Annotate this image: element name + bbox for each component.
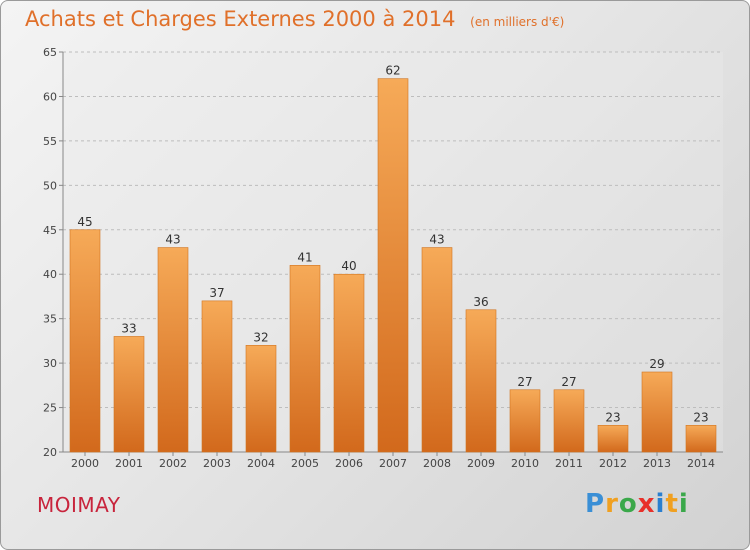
y-tick-label: 60 [43, 90, 57, 103]
x-tick-label-2012: 2012 [599, 457, 627, 470]
value-label-2014: 23 [693, 410, 708, 424]
logo-letter: t [665, 489, 679, 519]
logo-letter: i [678, 489, 689, 519]
x-tick-label-2007: 2007 [379, 457, 407, 470]
x-tick-label-2014: 2014 [687, 457, 715, 470]
y-tick-label: 65 [43, 46, 57, 59]
bar-2005 [289, 265, 321, 453]
value-label-2002: 43 [165, 233, 180, 247]
bar-2006 [333, 273, 365, 453]
bar-2008 [421, 247, 453, 453]
x-tick-label-2005: 2005 [291, 457, 319, 470]
bar-2012 [597, 425, 629, 453]
y-tick-label: 30 [43, 357, 57, 370]
bar-2000 [69, 229, 101, 453]
x-tick-label-2000: 2000 [71, 457, 99, 470]
value-label-2001: 33 [121, 321, 136, 335]
x-tick-label-2006: 2006 [335, 457, 363, 470]
value-label-2007: 62 [385, 64, 400, 78]
y-tick-label: 55 [43, 135, 57, 148]
y-tick-label: 25 [43, 402, 57, 415]
logo-letter: x [637, 489, 656, 519]
value-label-2012: 23 [605, 410, 620, 424]
bar-2014 [685, 425, 717, 453]
y-tick-label: 35 [43, 313, 57, 326]
bar-2011 [553, 389, 585, 453]
value-label-2000: 45 [77, 215, 92, 229]
bar-2001 [113, 336, 145, 453]
x-tick-label-2008: 2008 [423, 457, 451, 470]
proxiti-logo: Proxiti [585, 489, 689, 519]
value-label-2010: 27 [517, 375, 532, 389]
bar-2004 [245, 345, 277, 453]
bar-2010 [509, 389, 541, 453]
bar-2013 [641, 371, 673, 453]
value-label-2011: 27 [561, 375, 576, 389]
chart-title-text: Achats et Charges Externes 2000 à 2014 [25, 7, 456, 31]
value-label-2003: 37 [209, 286, 224, 300]
value-label-2008: 43 [429, 233, 444, 247]
x-tick-label-2010: 2010 [511, 457, 539, 470]
y-tick-label: 40 [43, 268, 57, 281]
x-tick-label-2003: 2003 [203, 457, 231, 470]
x-tick-label-2004: 2004 [247, 457, 275, 470]
value-label-2009: 36 [473, 295, 488, 309]
x-tick-label-2002: 2002 [159, 457, 187, 470]
value-label-2004: 32 [253, 330, 268, 344]
commune-name: MOIMAY [37, 493, 121, 517]
chart-title: Achats et Charges Externes 2000 à 2014 (… [25, 7, 564, 31]
value-label-2005: 41 [297, 250, 312, 264]
x-tick-label-2009: 2009 [467, 457, 495, 470]
bar-2007 [377, 78, 409, 453]
y-tick-label: 45 [43, 224, 57, 237]
logo-letter: P [585, 489, 606, 519]
y-tick-label: 20 [43, 446, 57, 459]
logo-letter: o [618, 489, 638, 519]
bar-2009 [465, 309, 497, 453]
logo-letter: r [605, 489, 619, 519]
logo-letter: i [655, 489, 666, 519]
value-label-2013: 29 [649, 357, 664, 371]
bar-2002 [157, 247, 189, 453]
y-tick-label: 50 [43, 179, 57, 192]
x-tick-label-2011: 2011 [555, 457, 583, 470]
x-tick-label-2001: 2001 [115, 457, 143, 470]
x-tick-label-2013: 2013 [643, 457, 671, 470]
chart-subtitle: (en milliers d'€) [470, 15, 565, 29]
value-label-2006: 40 [341, 259, 356, 273]
bar-2003 [201, 300, 233, 453]
